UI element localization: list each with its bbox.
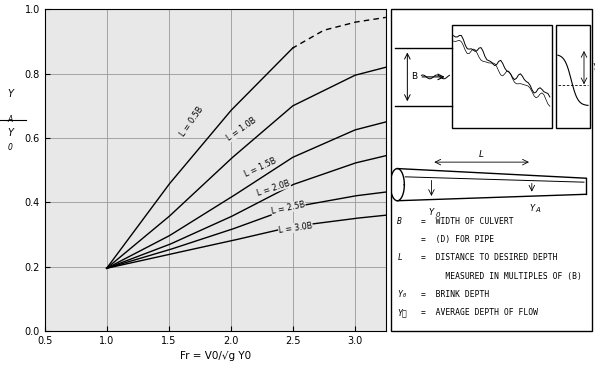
X-axis label: Fr = V0/√g Y0: Fr = V0/√g Y0 xyxy=(180,352,251,361)
Bar xyxy=(556,25,590,128)
Text: L = 2.0B: L = 2.0B xyxy=(256,178,291,197)
Text: B: B xyxy=(411,73,418,82)
Text: MEASURED IN MULTIPLES OF (B): MEASURED IN MULTIPLES OF (B) xyxy=(421,272,583,281)
Text: 0: 0 xyxy=(8,143,13,152)
Text: L = 1.0B: L = 1.0B xyxy=(224,116,258,143)
Text: =  AVERAGE DEPTH OF FLOW: = AVERAGE DEPTH OF FLOW xyxy=(421,309,538,318)
Text: Y: Y xyxy=(8,89,14,99)
Bar xyxy=(452,25,552,128)
Text: =  DISTANCE TO DESIRED DEPTH: = DISTANCE TO DESIRED DEPTH xyxy=(421,254,558,263)
Text: L = 1.5B: L = 1.5B xyxy=(243,156,278,178)
Text: L = 2.5B: L = 2.5B xyxy=(271,200,306,216)
Text: =  BRINK DEPTH: = BRINK DEPTH xyxy=(421,290,490,299)
Text: Y: Y xyxy=(8,128,14,138)
Text: Y: Y xyxy=(429,208,434,218)
Text: L: L xyxy=(397,254,402,263)
Text: Y⁁: Y⁁ xyxy=(397,309,407,318)
Text: Y: Y xyxy=(592,63,595,72)
Text: =  (D) FOR PIPE: = (D) FOR PIPE xyxy=(421,235,494,244)
Text: L: L xyxy=(479,150,484,159)
Text: A: A xyxy=(8,116,13,125)
Text: Y: Y xyxy=(529,204,534,213)
Text: A: A xyxy=(536,208,540,214)
Text: 0: 0 xyxy=(435,212,440,218)
Text: L = 3.0B: L = 3.0B xyxy=(278,221,313,234)
Text: Y₀: Y₀ xyxy=(397,290,407,299)
Text: =  WIDTH OF CULVERT: = WIDTH OF CULVERT xyxy=(421,217,514,226)
Text: L = 0.5B: L = 0.5B xyxy=(178,105,206,138)
Text: B: B xyxy=(397,217,402,226)
